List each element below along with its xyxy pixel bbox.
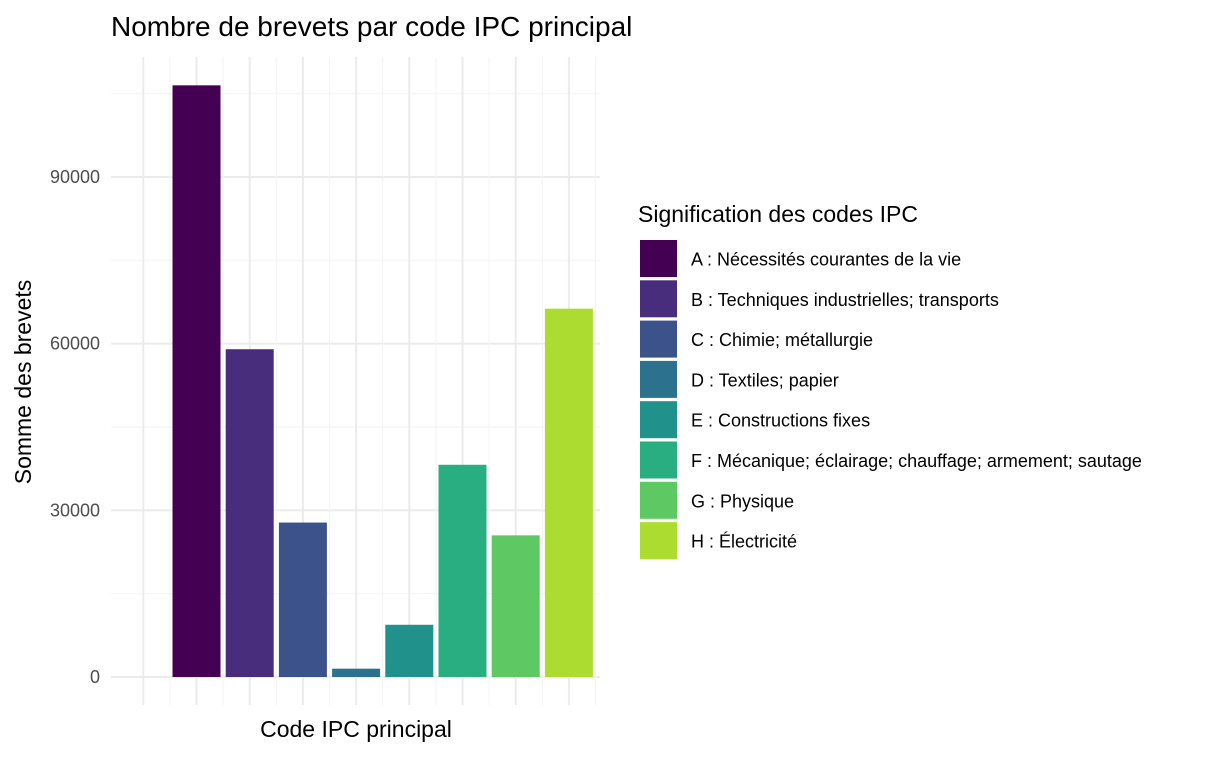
- bar-g: [492, 535, 540, 677]
- bar-c: [279, 523, 327, 677]
- legend-label-c: C : Chimie; métallurgie: [691, 330, 873, 350]
- legend-key-e: [640, 401, 677, 438]
- legend-label-f: F : Mécanique; éclairage; chauffage; arm…: [691, 451, 1142, 471]
- bar-b: [226, 349, 274, 677]
- bar-a: [173, 85, 221, 677]
- legend-label-e: E : Constructions fixes: [691, 411, 870, 431]
- legend-label-g: G : Physique: [691, 491, 794, 511]
- y-tick-label: 60000: [50, 334, 100, 354]
- legend-title: Signification des codes IPC: [638, 201, 918, 227]
- legend-key-b: [640, 280, 677, 317]
- y-axis-title: Somme des brevets: [10, 280, 36, 485]
- legend-key-a: [640, 240, 677, 277]
- legend-label-d: D : Textiles; papier: [691, 370, 839, 390]
- bar-d: [332, 669, 380, 677]
- bar-e: [385, 625, 433, 677]
- bar-h: [545, 309, 593, 677]
- chart-title: Nombre de brevets par code IPC principal: [111, 11, 632, 42]
- y-tick-label: 30000: [50, 500, 100, 520]
- legend-key-d: [640, 361, 677, 398]
- y-tick-label: 0: [90, 667, 100, 687]
- bar-f: [439, 465, 487, 677]
- legend-key-f: [640, 442, 677, 479]
- legend-key-g: [640, 482, 677, 519]
- legend-label-a: A : Nécessités courantes de la vie: [691, 250, 961, 270]
- legend-label-b: B : Techniques industrielles; transports: [691, 290, 999, 310]
- legend-label-h: H : Électricité: [691, 532, 797, 552]
- y-tick-label: 90000: [50, 167, 100, 187]
- legend-key-h: [640, 522, 677, 559]
- legend-key-c: [640, 321, 677, 358]
- x-axis-title: Code IPC principal: [260, 716, 452, 742]
